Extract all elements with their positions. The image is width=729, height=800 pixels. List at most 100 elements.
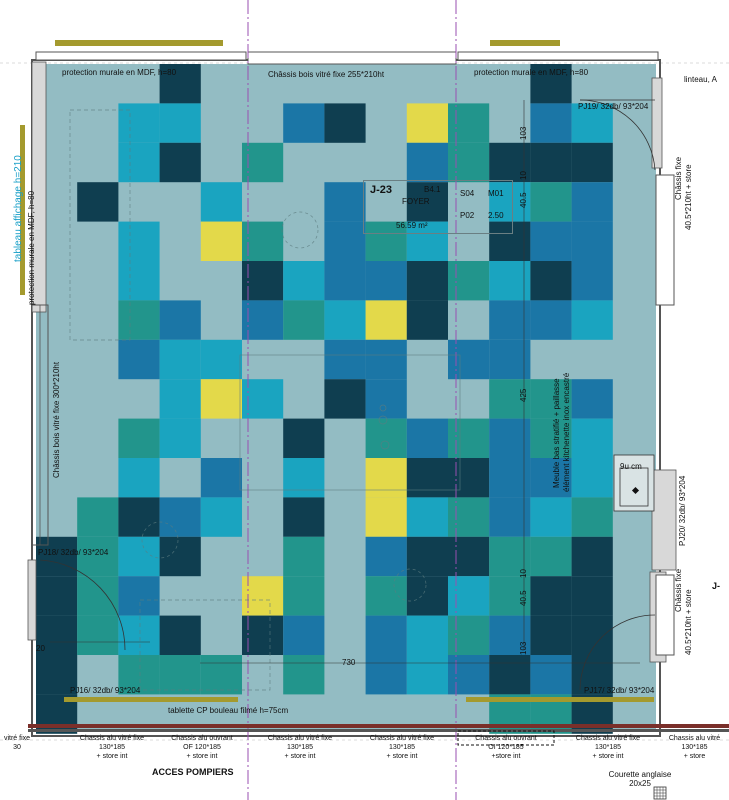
floor-tile [118,221,160,261]
floor-tile [118,418,160,458]
floor-tile [365,300,407,340]
label-courette: Courette anglaise 20x25 [608,770,672,788]
floor-tile [365,221,407,261]
floor-tile [365,261,407,301]
floor-tile [406,576,448,616]
floor-tile [159,379,201,419]
floor-tile [489,615,531,655]
floor-tile [448,458,490,498]
floor-tile [242,615,284,655]
room-name: FOYER [402,197,430,206]
label-right-chassis-top: Châssis fixe [674,156,683,200]
floor-tile [159,64,201,104]
floor-tile [283,576,325,616]
label-right-chassis-bot-dim: 40.5*210ht + store [684,589,693,655]
floor-tile [118,536,160,577]
floor-tile [283,300,325,340]
floor-tile [448,261,490,301]
floor-tile [406,300,448,340]
floor-tile [530,103,572,143]
floor-tile [118,458,160,498]
floor-tile [77,536,119,577]
label-element: élément kitchenette inox encastré [562,372,571,492]
room-area: 56.59 m² [396,221,428,230]
floor-tile [365,615,407,655]
floor-tile [406,655,448,695]
floor-tile [159,300,201,340]
floor-tile [283,418,325,458]
floor-tile [406,182,448,222]
floor-tile [118,103,160,143]
floor-tile [324,182,366,222]
floor-tile [530,261,572,301]
floor-tile [530,300,572,340]
floor-tile [159,339,201,380]
floor-tile [159,142,201,183]
floor-tile [571,221,613,261]
bottom-label-6: Chassis alu vitré fixe 130*185 + store int [575,735,641,760]
label-sink: 9u cm [620,462,642,471]
label-acces-pompiers: ACCES POMPIERS [152,767,234,777]
floor-tile [200,221,242,261]
floor-tile [36,615,78,655]
floor-tile [324,261,366,301]
floor-tile [571,182,613,222]
floor-tile [406,615,448,655]
floor-tile [118,142,160,183]
dim-103-top: 103 [519,126,528,140]
floor-tile [242,221,284,261]
floor-tile [159,615,201,655]
floor-tile [448,615,490,655]
floor-tile [530,142,572,183]
floor-tile [242,576,284,616]
floor-tile [448,339,490,380]
floor-tile [283,103,325,143]
floor-tile [118,615,160,655]
floor-tile [571,458,613,498]
floor-tile [530,576,572,616]
floor-tile [365,576,407,616]
floor-tile [324,221,366,261]
floor-tile [448,536,490,577]
floor-tile [77,182,119,222]
dim-405-bottom: 40.5 [519,590,528,606]
bottom-label-2: Chassis alu ouvrant OF 120*185 + store int [171,735,233,760]
floor-tile [489,497,531,537]
floor-tile [448,103,490,143]
floor-tile [365,339,407,380]
floor-tile [365,379,407,419]
dim-730: 730 [342,658,356,667]
dim-405-top: 40.5 [519,192,528,208]
floor-tile [242,261,284,301]
floor-tile [283,261,325,301]
floor-tile [118,339,160,380]
floor-tile [571,576,613,616]
floor-tile [36,655,78,695]
label-right-chassis-bot: Châssis fixe [674,568,683,612]
floor-tile [571,379,613,419]
room-cell-3: P02 [460,211,475,220]
floor-tile [324,339,366,380]
floor-tile [530,655,572,695]
floor-tile [36,536,78,577]
room-tag: J-23 B4.1 FOYER 56.59 m² S04 M01 P02 2.5… [363,180,513,234]
floor-tile [118,576,160,616]
floor-tile [571,261,613,301]
bottom-label-7: Chassis alu vitré 130*185 + store [668,735,721,760]
room-cell-1: S04 [460,189,475,198]
bottom-label-4: Chassis alu vitré fixe 130*185 + store int [369,735,435,760]
label-right-chassis-top-dim: 40.5*210ht + store [684,164,693,230]
floor-tile [530,458,572,498]
floor-tile [324,103,366,143]
label-dim20-left: 20 [36,644,45,653]
floor-tile [406,458,448,498]
floor-tile [530,497,572,537]
floor-tile [324,379,366,419]
floor-tile [324,300,366,340]
floor-tile [159,497,201,537]
dim-425: 425 [519,388,528,402]
floor-tile [406,261,448,301]
floor-tile [571,655,613,695]
bottom-label-5: Chassis alu ouvrant OI 120*185 +store int [475,735,537,760]
